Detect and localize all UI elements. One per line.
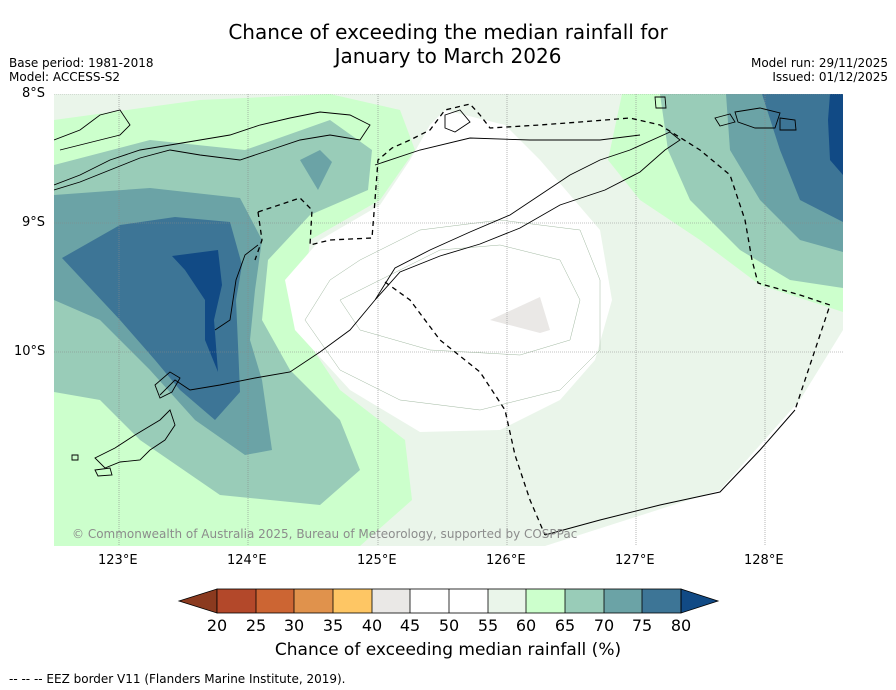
semau-island (154, 371, 181, 399)
wetar-coast (374, 134, 641, 166)
base-period: Base period: 1981-2018 (9, 56, 154, 70)
shade-75-80-east (762, 94, 843, 222)
island-small-2 (714, 113, 736, 127)
colorbar-45-50 (410, 589, 449, 613)
colorbar (177, 588, 720, 614)
colorbar-tick-45: 45 (399, 616, 421, 635)
colorbar-65-70 (565, 589, 604, 613)
shade-above-80-west (172, 250, 222, 372)
eez-south (544, 409, 796, 536)
colorbar-tick-30: 30 (283, 616, 305, 635)
contour-lines (304, 219, 601, 411)
colorbar-tick-25: 25 (245, 616, 267, 635)
map-title-line2: January to March 2026 (334, 44, 562, 68)
eez-border (254, 103, 831, 536)
colorbar-55-60 (488, 589, 526, 613)
colorbar-30-35 (294, 589, 333, 613)
colorbar-35-40 (333, 589, 372, 613)
map-title-line1: Chance of exceeding the median rainfall … (228, 20, 668, 44)
shade-above-80-east (828, 94, 843, 175)
island-small-4 (779, 117, 797, 131)
rote-coast (94, 409, 176, 469)
island-small-5 (94, 467, 113, 477)
colorbar-tick-70: 70 (593, 616, 615, 635)
atauro-island (444, 109, 471, 133)
eez-west (254, 211, 263, 261)
colorbar-tick-20: 20 (206, 616, 228, 635)
alor-solor-coast (54, 111, 371, 191)
timor-coast-south (159, 299, 376, 396)
issued-date: Issued: 01/12/2025 (772, 70, 888, 84)
lon-label-125e: 125°E (357, 553, 397, 568)
shade-45-55-centre (285, 110, 612, 432)
island-small-3 (734, 107, 781, 129)
colorbar-50-55 (449, 589, 488, 613)
eez-footnote: -- -- -- EEZ border V11 (Flanders Marine… (9, 672, 346, 686)
lon-label-127e: 127°E (615, 553, 655, 568)
colorbar-tick-50: 50 (438, 616, 460, 635)
colorbar-above-80 (680, 588, 720, 614)
colorbar-75-80 (642, 589, 681, 613)
eez-timor (384, 281, 546, 536)
colorbar-25-30 (256, 589, 294, 613)
lon-label-123e: 123°E (98, 553, 138, 568)
lon-label-128e: 128°E (744, 553, 784, 568)
model-run: Model run: 29/11/2025 (750, 56, 888, 70)
island-small-1 (654, 96, 667, 109)
shade-45-55-southeast (545, 330, 843, 546)
lat-label-10s: 10°S (14, 344, 46, 359)
colorbar-tick-55: 55 (477, 616, 499, 635)
timor-coast-north (374, 131, 681, 301)
colorbar-40-45 (372, 589, 410, 613)
island-small-6 (71, 454, 79, 461)
flores-coast (54, 109, 131, 151)
colorbar-20-25 (217, 589, 256, 613)
lon-label-126e: 126°E (486, 553, 526, 568)
colorbar-70-75 (604, 589, 642, 613)
lat-label-8s: 8°S (22, 86, 46, 101)
colorbar-title: Chance of exceeding median rainfall (%) (274, 640, 622, 660)
colorbar-tick-65: 65 (554, 616, 576, 635)
model-name: Model: ACCESS-S2 (9, 70, 121, 84)
colorbar-tick-80: 80 (670, 616, 692, 635)
colorbar-below-20 (177, 588, 218, 614)
colorbar-tick-40: 40 (361, 616, 383, 635)
rainfall-map: © Commonwealth of Australia 2025, Bureau… (54, 94, 843, 546)
lat-label-9s: 9°S (22, 215, 46, 230)
colorbar-60-65 (526, 589, 565, 613)
colorbar-tick-75: 75 (631, 616, 653, 635)
shade-70-75-patch (300, 150, 332, 190)
coastlines (54, 96, 797, 477)
colorbar-tick-35: 35 (322, 616, 344, 635)
shade-40-45-patch (490, 297, 550, 333)
map-gridlines (54, 94, 843, 546)
colorbar-tick-60: 60 (515, 616, 537, 635)
copyright-notice: © Commonwealth of Australia 2025, Bureau… (72, 527, 577, 541)
lon-label-124e: 124°E (227, 553, 267, 568)
timor-west-coast (214, 244, 259, 331)
eez-north (257, 103, 831, 411)
